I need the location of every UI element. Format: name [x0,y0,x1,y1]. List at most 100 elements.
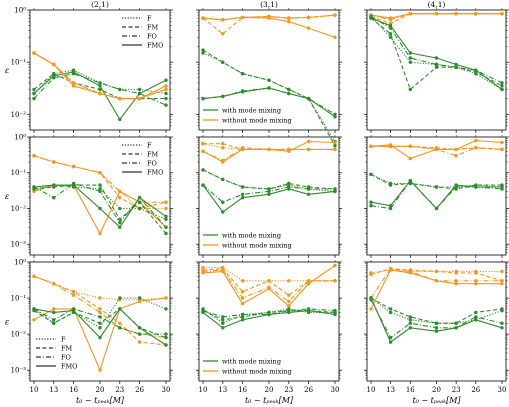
data-point [474,138,478,143]
data-point [500,279,504,283]
data-point [454,271,458,275]
data-point [408,56,412,60]
data-point [369,307,373,311]
data-point [500,307,504,311]
data-point [221,32,225,36]
legend-label: F [61,336,66,344]
data-point [71,290,76,294]
data-point [201,271,205,275]
data-point [221,177,225,182]
data-point [474,12,478,16]
x-tick-label: 23 [452,386,461,394]
data-point [137,96,142,101]
data-point [201,96,205,101]
legend-label: FM [61,345,73,353]
x-tick-label: 23 [284,386,293,394]
data-point [306,139,311,144]
data-point [201,142,205,146]
data-point [287,279,291,283]
x-tick-label: 10 [199,386,208,394]
data-point [333,140,337,145]
data-point [164,335,168,340]
data-point [118,96,122,101]
data-point [306,187,311,191]
data-point [500,140,504,145]
series-orange-F [33,275,167,301]
data-point [500,321,504,325]
panel-0-2: (4,1) [364,0,509,133]
data-point [221,200,225,204]
x-tick-label: 10 [367,386,376,394]
x-tick-label: 16 [69,386,78,394]
data-point [388,204,393,208]
x-tick-label: 10 [30,386,39,394]
legend-label: FMO [147,42,164,50]
y-tick-label: 10⁻¹ [11,59,27,67]
data-point [474,279,478,283]
data-point [32,307,36,311]
data-point [221,326,225,330]
data-point [287,304,291,308]
color-legend: with mode mixing without mode mixing [203,358,292,376]
column-title: (4,1) [428,0,446,9]
data-point [500,185,504,189]
legend-label: without mode mixing [222,117,292,125]
y-axis-label: ε [5,66,9,75]
data-point [221,94,225,99]
data-point [267,78,271,82]
data-point [434,65,439,69]
legend-label: FO [147,160,157,168]
data-point [500,84,504,88]
x-tick-label: 13 [49,386,58,394]
data-point [408,51,412,55]
data-point [32,274,36,278]
data-point [164,225,168,229]
x-tick-label: 13 [386,386,395,394]
x-tick-label: 30 [498,386,507,394]
series-green-FM [370,297,503,324]
data-point [287,87,291,92]
data-point [333,312,337,317]
panel-1-2 [364,135,509,258]
data-point [98,321,102,325]
data-point [164,200,168,204]
data-point [500,269,504,274]
data-point [474,315,478,319]
x-axis-label: t₀ − tₚₑₐₖ[M] [412,396,461,405]
data-point [164,96,168,101]
data-point [98,206,102,211]
data-point [164,217,168,221]
data-point [240,318,245,322]
data-point [52,62,56,67]
data-point [408,179,412,183]
column-title: (3,1) [260,0,278,9]
data-point [287,16,291,20]
legend-label: without mode mixing [222,368,292,376]
data-point [267,189,271,194]
panel-frame [366,136,507,256]
data-point [137,91,142,96]
data-point [434,62,439,67]
data-point [240,301,245,306]
x-tick-label: 16 [238,386,247,394]
data-point [137,87,142,92]
series-green-F [370,297,503,324]
data-point [32,189,36,194]
data-point [98,368,102,372]
y-tick-label: 10⁻² [11,331,27,339]
data-point [306,147,311,152]
data-point [118,307,122,311]
data-point [500,81,504,85]
data-point [474,282,478,286]
legend-label: FM [147,24,159,32]
data-point [434,56,439,60]
data-point [98,183,102,187]
data-point [306,192,311,196]
data-point [221,60,225,64]
data-point [333,115,337,119]
data-point [408,12,412,16]
data-point [500,12,504,16]
